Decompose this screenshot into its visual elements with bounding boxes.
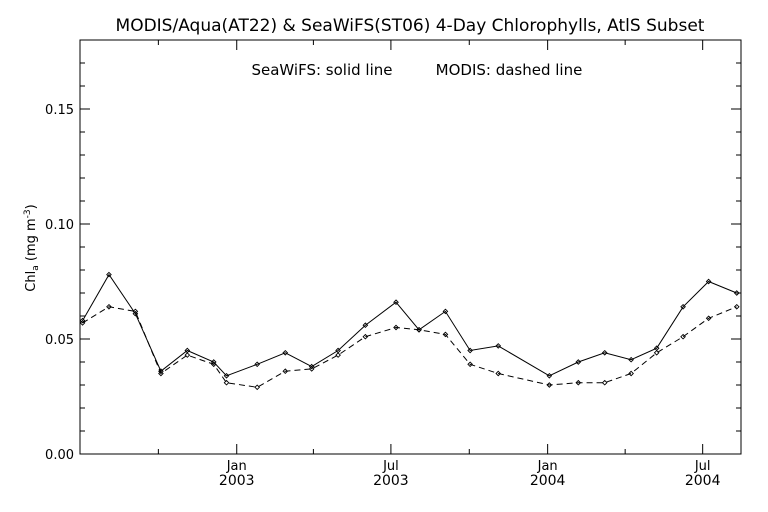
x-tick-year-label: 2004 (530, 473, 566, 489)
modis-data-point (680, 333, 686, 340)
modis-data-point (416, 326, 422, 333)
seawifs-data-point (467, 347, 473, 354)
seawifs-data-point (106, 271, 112, 278)
y-tick-label: 0.10 (45, 218, 74, 233)
modis-data-point (79, 320, 86, 326)
seawifs-data-point (282, 349, 289, 356)
seawifs-data-point (254, 361, 261, 368)
y-axis-label-units: (mg m (24, 218, 39, 265)
modis-data-point (132, 308, 139, 315)
modis-data-point (705, 315, 712, 322)
seawifs-data-point (733, 290, 740, 296)
y-tick-label: 0.00 (45, 448, 74, 463)
modis-data-point (362, 333, 369, 340)
seawifs-data-point (628, 356, 634, 363)
modis-data-point (254, 384, 261, 391)
plot-area (79, 39, 742, 455)
seawifs-data-point (393, 299, 399, 306)
modis-data-point (495, 370, 502, 377)
y-axis-label-close: ) (24, 204, 39, 209)
x-tick-year-label: 2004 (685, 473, 721, 489)
modis-series-line (82, 306, 737, 388)
modis-data-point (210, 361, 217, 368)
modis-data-point (223, 379, 230, 386)
y-axis-label-subscript: a (31, 265, 41, 271)
seawifs-series-line (82, 273, 737, 377)
y-tick-label: 0.05 (45, 333, 74, 348)
seawifs-data-point (362, 322, 369, 329)
y-axis-label-quantity: Chl (24, 271, 39, 292)
seawifs-data-point (601, 349, 608, 356)
modis-data-point (733, 303, 740, 310)
modis-data-point (467, 361, 473, 368)
seawifs-annotation: SeaWiFS: solid line (251, 61, 392, 79)
modis-annotation: MODIS: dashed line (436, 61, 583, 79)
axis-ticks: 0.000.050.100.15Jan2003Jul2003Jan2004Jul… (45, 40, 741, 489)
seawifs-data-point (223, 372, 230, 379)
modis-data-point (308, 366, 315, 372)
y-axis-label-exponent: -3 (23, 209, 33, 218)
modis-data-point (282, 368, 289, 375)
y-axis-label: Chla (mg m-3) (23, 204, 41, 291)
modis-data-point (184, 352, 191, 358)
series-layer (79, 271, 740, 391)
seawifs-data-point (442, 308, 449, 315)
seawifs-data-point (132, 310, 139, 317)
modis-data-point (158, 370, 164, 377)
modis-data-point (628, 370, 634, 377)
modis-data-point (106, 303, 112, 310)
modis-data-point (393, 324, 399, 331)
seawifs-data-point (575, 359, 582, 365)
x-tick-year-label: 2003 (373, 473, 409, 489)
x-tick-month-label: Jul (382, 459, 399, 474)
x-tick-year-label: 2003 (219, 473, 255, 489)
modis-data-point (653, 349, 660, 356)
modis-data-point (575, 379, 582, 386)
y-tick-label: 0.15 (45, 103, 74, 118)
modis-data-point (601, 379, 608, 386)
chart-title: MODIS/Aqua(AT22) & SeaWiFS(ST06) 4-Day C… (116, 16, 705, 36)
seawifs-data-point (546, 372, 553, 379)
seawifs-data-point (495, 343, 502, 349)
modis-data-point (546, 382, 553, 388)
seawifs-data-point (705, 278, 712, 285)
seawifs-data-point (308, 363, 315, 370)
seawifs-data-point (680, 303, 686, 310)
x-tick-month-label: Jan (226, 459, 247, 474)
modis-data-point (442, 331, 449, 338)
modis-data-point (335, 352, 341, 358)
x-tick-month-label: Jul (694, 459, 711, 474)
x-tick-month-label: Jan (537, 459, 558, 474)
